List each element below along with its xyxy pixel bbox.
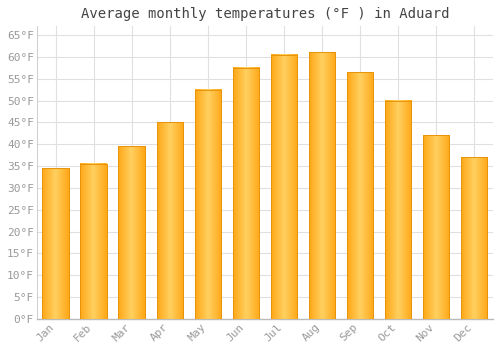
Title: Average monthly temperatures (°F ) in Aduard: Average monthly temperatures (°F ) in Ad… xyxy=(80,7,449,21)
Bar xyxy=(232,68,259,319)
Bar xyxy=(270,55,297,319)
Bar xyxy=(384,100,411,319)
Bar xyxy=(422,135,450,319)
Bar xyxy=(42,168,69,319)
Bar xyxy=(80,164,107,319)
Bar xyxy=(80,164,107,319)
Bar xyxy=(118,146,145,319)
Bar xyxy=(156,122,183,319)
Bar xyxy=(194,90,221,319)
Bar xyxy=(42,168,69,319)
Bar xyxy=(460,157,487,319)
Bar xyxy=(346,72,374,319)
Bar xyxy=(118,146,145,319)
Bar xyxy=(232,68,259,319)
Bar xyxy=(308,52,335,319)
Bar xyxy=(346,72,374,319)
Bar xyxy=(460,157,487,319)
Bar xyxy=(308,52,335,319)
Bar xyxy=(422,135,450,319)
Bar xyxy=(270,55,297,319)
Bar xyxy=(156,122,183,319)
Bar xyxy=(194,90,221,319)
Bar xyxy=(384,100,411,319)
